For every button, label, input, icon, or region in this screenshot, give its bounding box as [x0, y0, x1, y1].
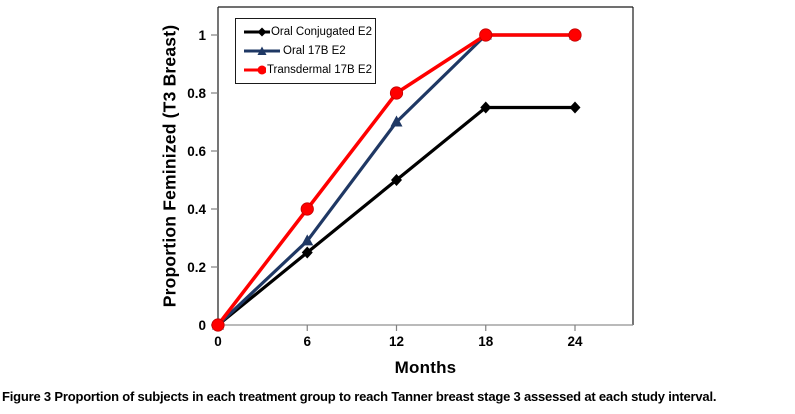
- legend: Oral Conjugated E2 Oral 17B E2 Transderm…: [235, 18, 376, 84]
- data-point-marker-diamond: [569, 101, 581, 114]
- y-tick-label: 0.6: [187, 144, 206, 159]
- y-tick-label: 0.2: [187, 260, 206, 275]
- legend-label: Transdermal 17B E2: [266, 64, 372, 77]
- series-oral-conjugated-e2: [212, 101, 581, 331]
- y-tick-label: 0.4: [187, 202, 206, 217]
- legend-item-oral-17b-e2: Oral 17B E2: [242, 42, 372, 60]
- y-axis-title: Proportion Feminized (T3 Breast): [159, 24, 180, 308]
- y-tick-label: 1: [198, 28, 206, 43]
- legend-sample-triangle: [257, 46, 267, 55]
- x-axis-title: Months: [394, 358, 457, 377]
- data-point-marker-circle: [389, 86, 404, 100]
- line-chart: 0 0.2 0.4 0.6 0.8 1 0 6 12 18 24: [187, 6, 634, 349]
- x-tick-label: 18: [478, 334, 494, 349]
- data-point-marker-circle: [300, 202, 314, 216]
- legend-label: Oral 17B E2: [283, 44, 346, 57]
- figure-caption-text: Proportion of subjects in each treatment…: [50, 389, 717, 404]
- x-tick-label: 12: [389, 334, 404, 349]
- y-tick-label: 0: [198, 318, 206, 333]
- x-tick-label: 6: [303, 334, 311, 349]
- legend-sample-diamond: [257, 27, 267, 37]
- legend-line-diamond-icon: [244, 27, 270, 37]
- legend-line-circle-icon: [244, 65, 266, 75]
- data-point-marker-circle: [479, 28, 493, 42]
- data-point-marker-triangle: [301, 234, 314, 246]
- data-point-marker-diamond: [301, 246, 313, 259]
- series-line: [216, 105, 577, 327]
- data-point-marker-circle: [211, 318, 225, 332]
- data-point-marker-diamond: [391, 174, 402, 186]
- data-point-marker-circle: [568, 28, 582, 42]
- legend-line-triangle-icon: [244, 46, 280, 55]
- legend-item-transdermal-17b-e2: Transdermal 17B E2: [242, 61, 372, 79]
- legend-item-oral-conjugated-e2: Oral Conjugated E2: [242, 23, 372, 41]
- legend-sample-circle: [257, 65, 266, 75]
- legend-label: Oral Conjugated E2: [270, 25, 372, 38]
- figure-caption-label: Figure 3: [2, 389, 51, 404]
- series-transdermal-17b-e2: [211, 28, 582, 332]
- data-point-marker-diamond: [480, 101, 492, 114]
- x-tick-label: 0: [214, 334, 222, 349]
- x-tick-label: 24: [567, 334, 583, 349]
- figure-caption: Figure 3 Proportion of subjects in each …: [2, 389, 793, 404]
- y-tick-label: 0.8: [187, 86, 206, 101]
- data-point-marker-triangle: [390, 115, 403, 127]
